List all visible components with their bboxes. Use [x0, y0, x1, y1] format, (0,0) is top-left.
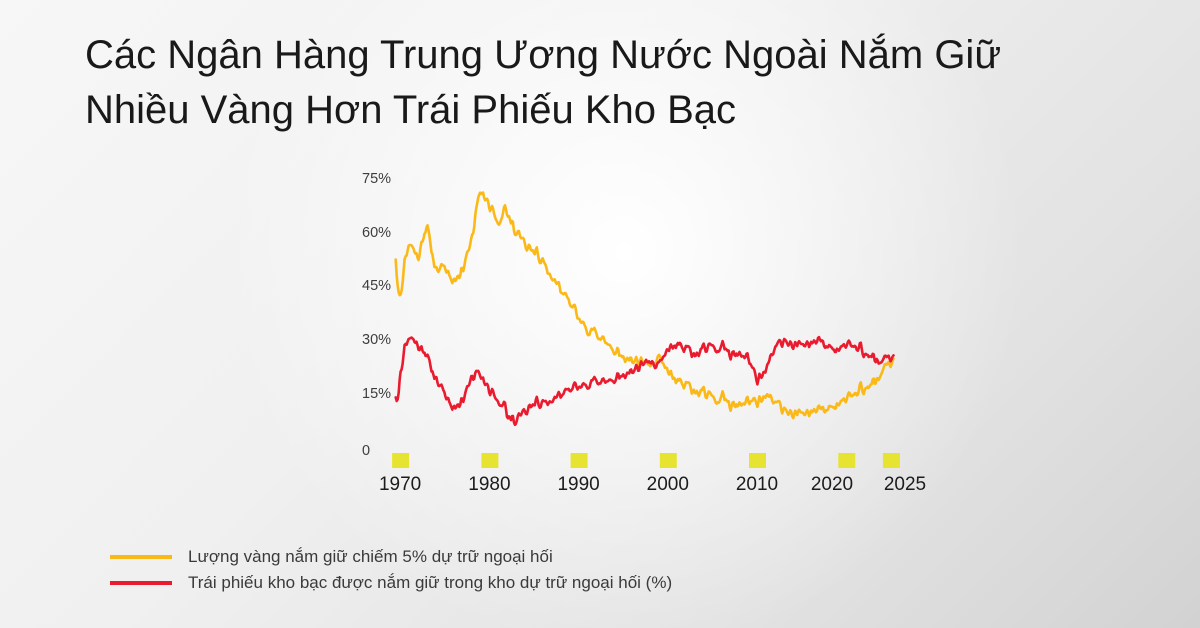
svg-text:45%: 45% [362, 278, 391, 294]
svg-text:2020: 2020 [811, 474, 853, 495]
svg-text:75%: 75% [362, 171, 391, 187]
svg-text:30%: 30% [362, 332, 391, 348]
svg-text:2000: 2000 [647, 474, 689, 495]
svg-text:15%: 15% [362, 386, 391, 402]
svg-text:0: 0 [362, 443, 370, 459]
svg-text:2010: 2010 [736, 474, 778, 495]
svg-text:1990: 1990 [557, 474, 599, 495]
svg-text:2025: 2025 [884, 474, 926, 495]
svg-text:60%: 60% [362, 225, 391, 241]
svg-text:1970: 1970 [379, 474, 421, 495]
svg-text:1980: 1980 [468, 474, 510, 495]
